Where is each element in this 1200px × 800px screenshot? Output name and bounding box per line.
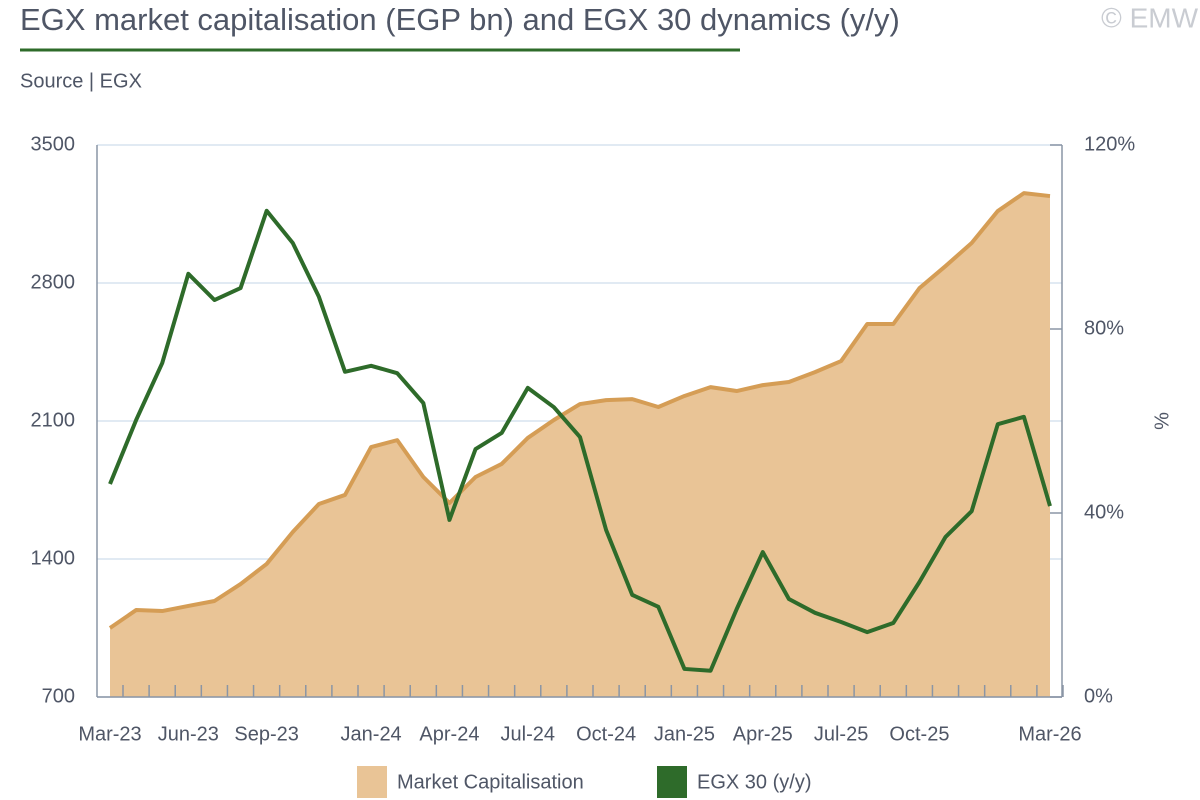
area bbox=[110, 193, 1050, 698]
y-tick-label: 2100 bbox=[31, 409, 76, 431]
y2-tick-label: 0% bbox=[1084, 685, 1113, 707]
x-tick-label: Jan-25 bbox=[654, 723, 715, 745]
subtitle: Source | EGX bbox=[20, 70, 142, 92]
y-tick-label: 1400 bbox=[31, 547, 76, 569]
x-tick-label: Jun-23 bbox=[158, 723, 219, 745]
x-tick-label: Mar-23 bbox=[78, 723, 141, 745]
x-tick-label: Jul-25 bbox=[814, 723, 868, 745]
x-tick-label: Oct-24 bbox=[576, 723, 636, 745]
y-tick-label: 700 bbox=[42, 685, 75, 707]
chart-title: EGX market capitalisation (EGP bn) and E… bbox=[20, 2, 900, 37]
x-tick-label: Jan-24 bbox=[341, 723, 402, 745]
legend-swatch bbox=[657, 766, 687, 798]
line bbox=[108, 208, 1052, 673]
area-outline bbox=[108, 191, 1051, 630]
legend-label: Market Capitalisation bbox=[397, 771, 584, 793]
x-tick-label: Sep-23 bbox=[234, 723, 299, 745]
y2-tick-label: 120% bbox=[1084, 133, 1135, 155]
y2-tick-label: 40% bbox=[1084, 501, 1124, 523]
legend-label: EGX 30 (y/y) bbox=[697, 771, 811, 793]
x-tick-label: Apr-24 bbox=[419, 723, 479, 745]
x-tick-label: Oct-25 bbox=[889, 723, 949, 745]
y2-axis-label: % bbox=[1151, 412, 1173, 430]
y-tick-label: 2800 bbox=[31, 271, 76, 293]
legend-swatch bbox=[357, 766, 387, 798]
y-tick-label: 3500 bbox=[31, 133, 76, 155]
y2-tick-label: 80% bbox=[1084, 317, 1124, 339]
watermark: © EMW bbox=[1101, 2, 1198, 33]
x-tick-label: Mar-26 bbox=[1018, 723, 1081, 745]
x-tick-label: Apr-25 bbox=[733, 723, 793, 745]
x-tick-label: Jul-24 bbox=[501, 723, 555, 745]
